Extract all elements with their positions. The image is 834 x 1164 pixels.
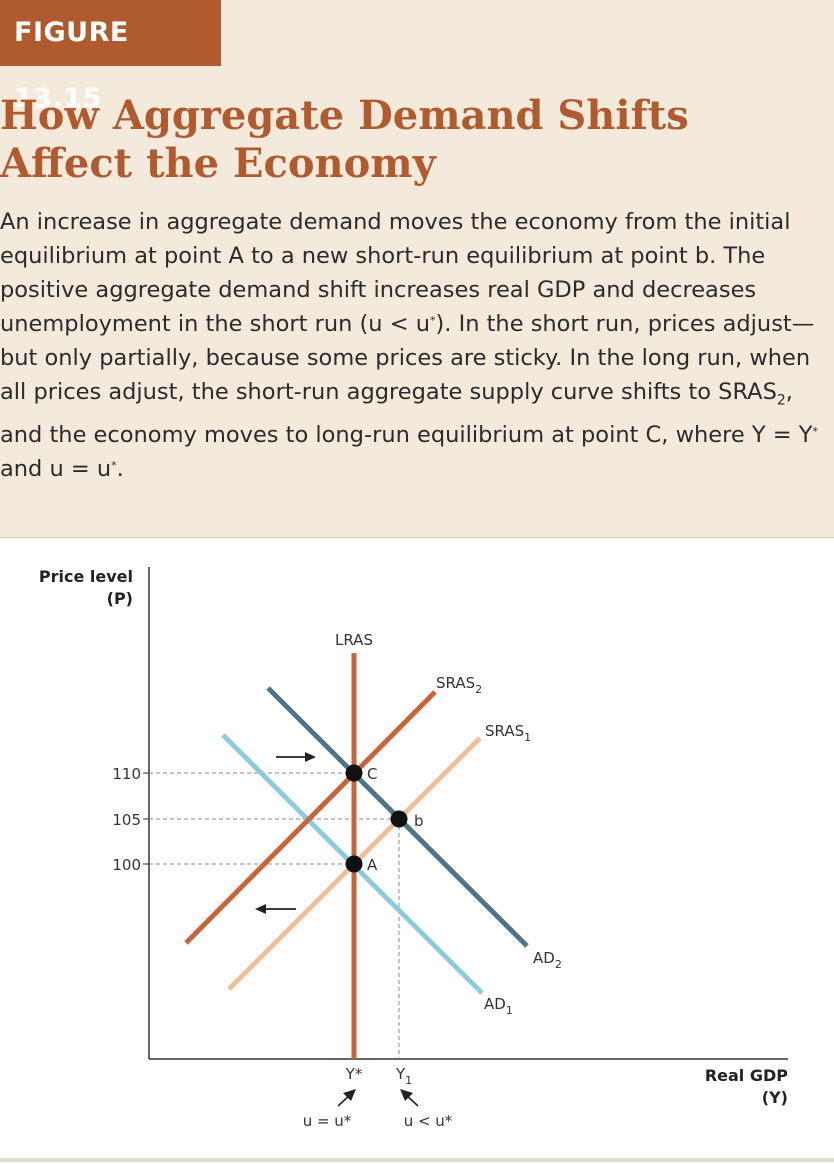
caption-part-2: ). In the short run, prices adjust—but o… [0, 311, 815, 405]
caption-part-1: An increase in aggregate demand moves th… [0, 209, 791, 337]
point-b [390, 810, 408, 828]
caption-star-3: * [111, 458, 117, 472]
y-tick-label-105: 105 [112, 811, 141, 829]
figure-title: How Aggregate Demand Shifts Affect the E… [0, 92, 689, 187]
y-tick-label-110: 110 [112, 765, 141, 783]
y-axis-title-line1: Price level [39, 567, 133, 586]
ustar-pointer-arrow [337, 1089, 356, 1107]
ystar-label: Y* [345, 1065, 363, 1083]
ad1-label: AD1 [484, 995, 513, 1017]
point-c-label: C [367, 765, 377, 783]
ad2-label: AD2 [533, 949, 562, 971]
sras1-label-text: SRAS [485, 722, 524, 740]
ulow-pointer-arrow [400, 1089, 419, 1107]
caption-star-1: * [429, 314, 436, 327]
y1-label-text: Y [395, 1065, 406, 1083]
sras2-curve [184, 690, 437, 945]
sras1-label-sub: 1 [524, 731, 531, 744]
y-axis-title-line2: (P) [107, 589, 133, 608]
section-divider [0, 537, 834, 538]
ad1-label-text: AD [484, 995, 506, 1013]
y1-label-sub: 1 [405, 1074, 412, 1087]
header-band [0, 0, 834, 537]
figure-caption: An increase in aggregate demand moves th… [0, 205, 834, 486]
lras-label: LRAS [335, 631, 373, 649]
caption-star-2: * [812, 424, 818, 438]
figure-label: FIGURE 13.15 [0, 0, 221, 114]
ad2-label-text: AD [533, 949, 555, 967]
caption-part-4: and u = u [0, 455, 112, 482]
bottom-rule [0, 1158, 834, 1162]
x-axis-title-line1: Real GDP [705, 1066, 788, 1085]
point-b-label: b [414, 812, 424, 830]
caption-part-3: , and the economy moves to long-run equi… [0, 379, 813, 448]
ad2-label-sub: 2 [555, 958, 562, 971]
point-a-label: A [367, 856, 378, 874]
ustar-annotation: u = u* [303, 1112, 352, 1130]
y1-label: Y1 [395, 1065, 412, 1087]
caption-sub-2: 2 [776, 392, 786, 409]
x-axis-title-line2: (Y) [762, 1088, 788, 1107]
ulow-annotation: u < u* [404, 1112, 453, 1130]
sras2-label-text: SRAS [436, 674, 475, 692]
sras-shift-arrow [255, 904, 296, 914]
point-c [345, 764, 363, 782]
sras1-label: SRAS1 [485, 722, 531, 744]
caption-part-5: . [116, 455, 124, 482]
point-a [345, 855, 363, 873]
sras2-label-sub: 2 [475, 683, 482, 696]
y-tick-label-100: 100 [112, 856, 141, 874]
ad1-label-sub: 1 [506, 1004, 513, 1017]
sras2-label: SRAS2 [436, 674, 482, 696]
ad-shift-arrow [276, 752, 316, 762]
